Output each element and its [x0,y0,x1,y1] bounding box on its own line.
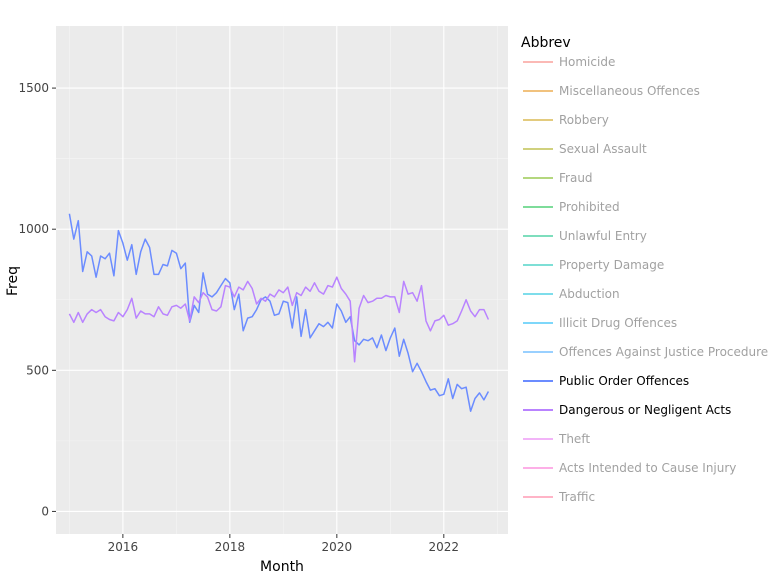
legend-label: Abduction [559,287,620,301]
legend-label: Offences Against Justice Procedures [559,345,768,359]
legend-label: Theft [558,432,590,446]
legend-label: Fraud [559,171,593,185]
legend-item[interactable]: Public Order Offences [523,374,689,388]
legend-item[interactable]: Illicit Drug Offences [523,316,677,330]
x-tick-label: 2018 [215,540,246,554]
legend-item[interactable]: Homicide [523,55,615,69]
legend-item[interactable]: Unlawful Entry [523,229,647,243]
series-line-public-order-offences [68,213,490,412]
legend-label: Property Damage [559,258,664,272]
major-gridlines-x [122,26,445,534]
legend-label: Dangerous or Negligent Acts [559,403,731,417]
legend-item[interactable]: Offences Against Justice Procedures [523,345,768,359]
legend-item[interactable]: Theft [523,432,590,446]
series-line-dangerous-or-negligent-acts [68,276,490,363]
legend-label: Miscellaneous Offences [559,84,700,98]
legend-label: Traffic [558,490,595,504]
series-layer [68,213,490,412]
y-tick-label: 1000 [18,222,49,236]
legend-label: Public Order Offences [559,374,689,388]
legend-label: Homicide [559,55,615,69]
legend-item[interactable]: Robbery [523,113,609,127]
legend-label: Unlawful Entry [559,229,647,243]
legend-label: Illicit Drug Offences [559,316,677,330]
legend-label: Sexual Assault [559,142,647,156]
legend: Abbrev Homicide Miscellaneous Offences Rob… [521,35,768,504]
legend-label: Prohibited [559,200,620,214]
major-gridlines-y [56,87,508,512]
legend-label: Acts Intended to Cause Injury [559,461,736,475]
y-axis-title: Freq [5,266,21,296]
legend-item[interactable]: Miscellaneous Offences [523,84,700,98]
legend-item[interactable]: Dangerous or Negligent Acts [523,403,731,417]
plot-background [56,26,508,534]
y-axis-ticks: 0 500 1000 1500 [18,81,56,518]
legend-title: Abbrev [521,35,571,51]
legend-item[interactable]: Prohibited [523,200,620,214]
y-tick-label: 1500 [18,81,49,95]
x-axis-title: Month [260,559,304,575]
legend-label: Robbery [559,113,609,127]
legend-item[interactable]: Fraud [523,171,593,185]
x-tick-label: 2020 [322,540,353,554]
legend-item[interactable]: Abduction [523,287,620,301]
legend-items: Homicide Miscellaneous Offences Robbery Sex… [523,55,768,504]
minor-gridlines-x [69,26,498,534]
x-axis-ticks: 2016 2018 2020 2022 [108,534,459,554]
y-tick-label: 500 [26,363,49,377]
legend-item[interactable]: Property Damage [523,258,664,272]
y-tick-label: 0 [41,504,49,518]
x-tick-label: 2016 [108,540,139,554]
legend-item[interactable]: Acts Intended to Cause Injury [523,461,736,475]
legend-item[interactable]: Sexual Assault [523,142,647,156]
x-tick-label: 2022 [429,540,460,554]
legend-item[interactable]: Traffic [523,490,595,504]
